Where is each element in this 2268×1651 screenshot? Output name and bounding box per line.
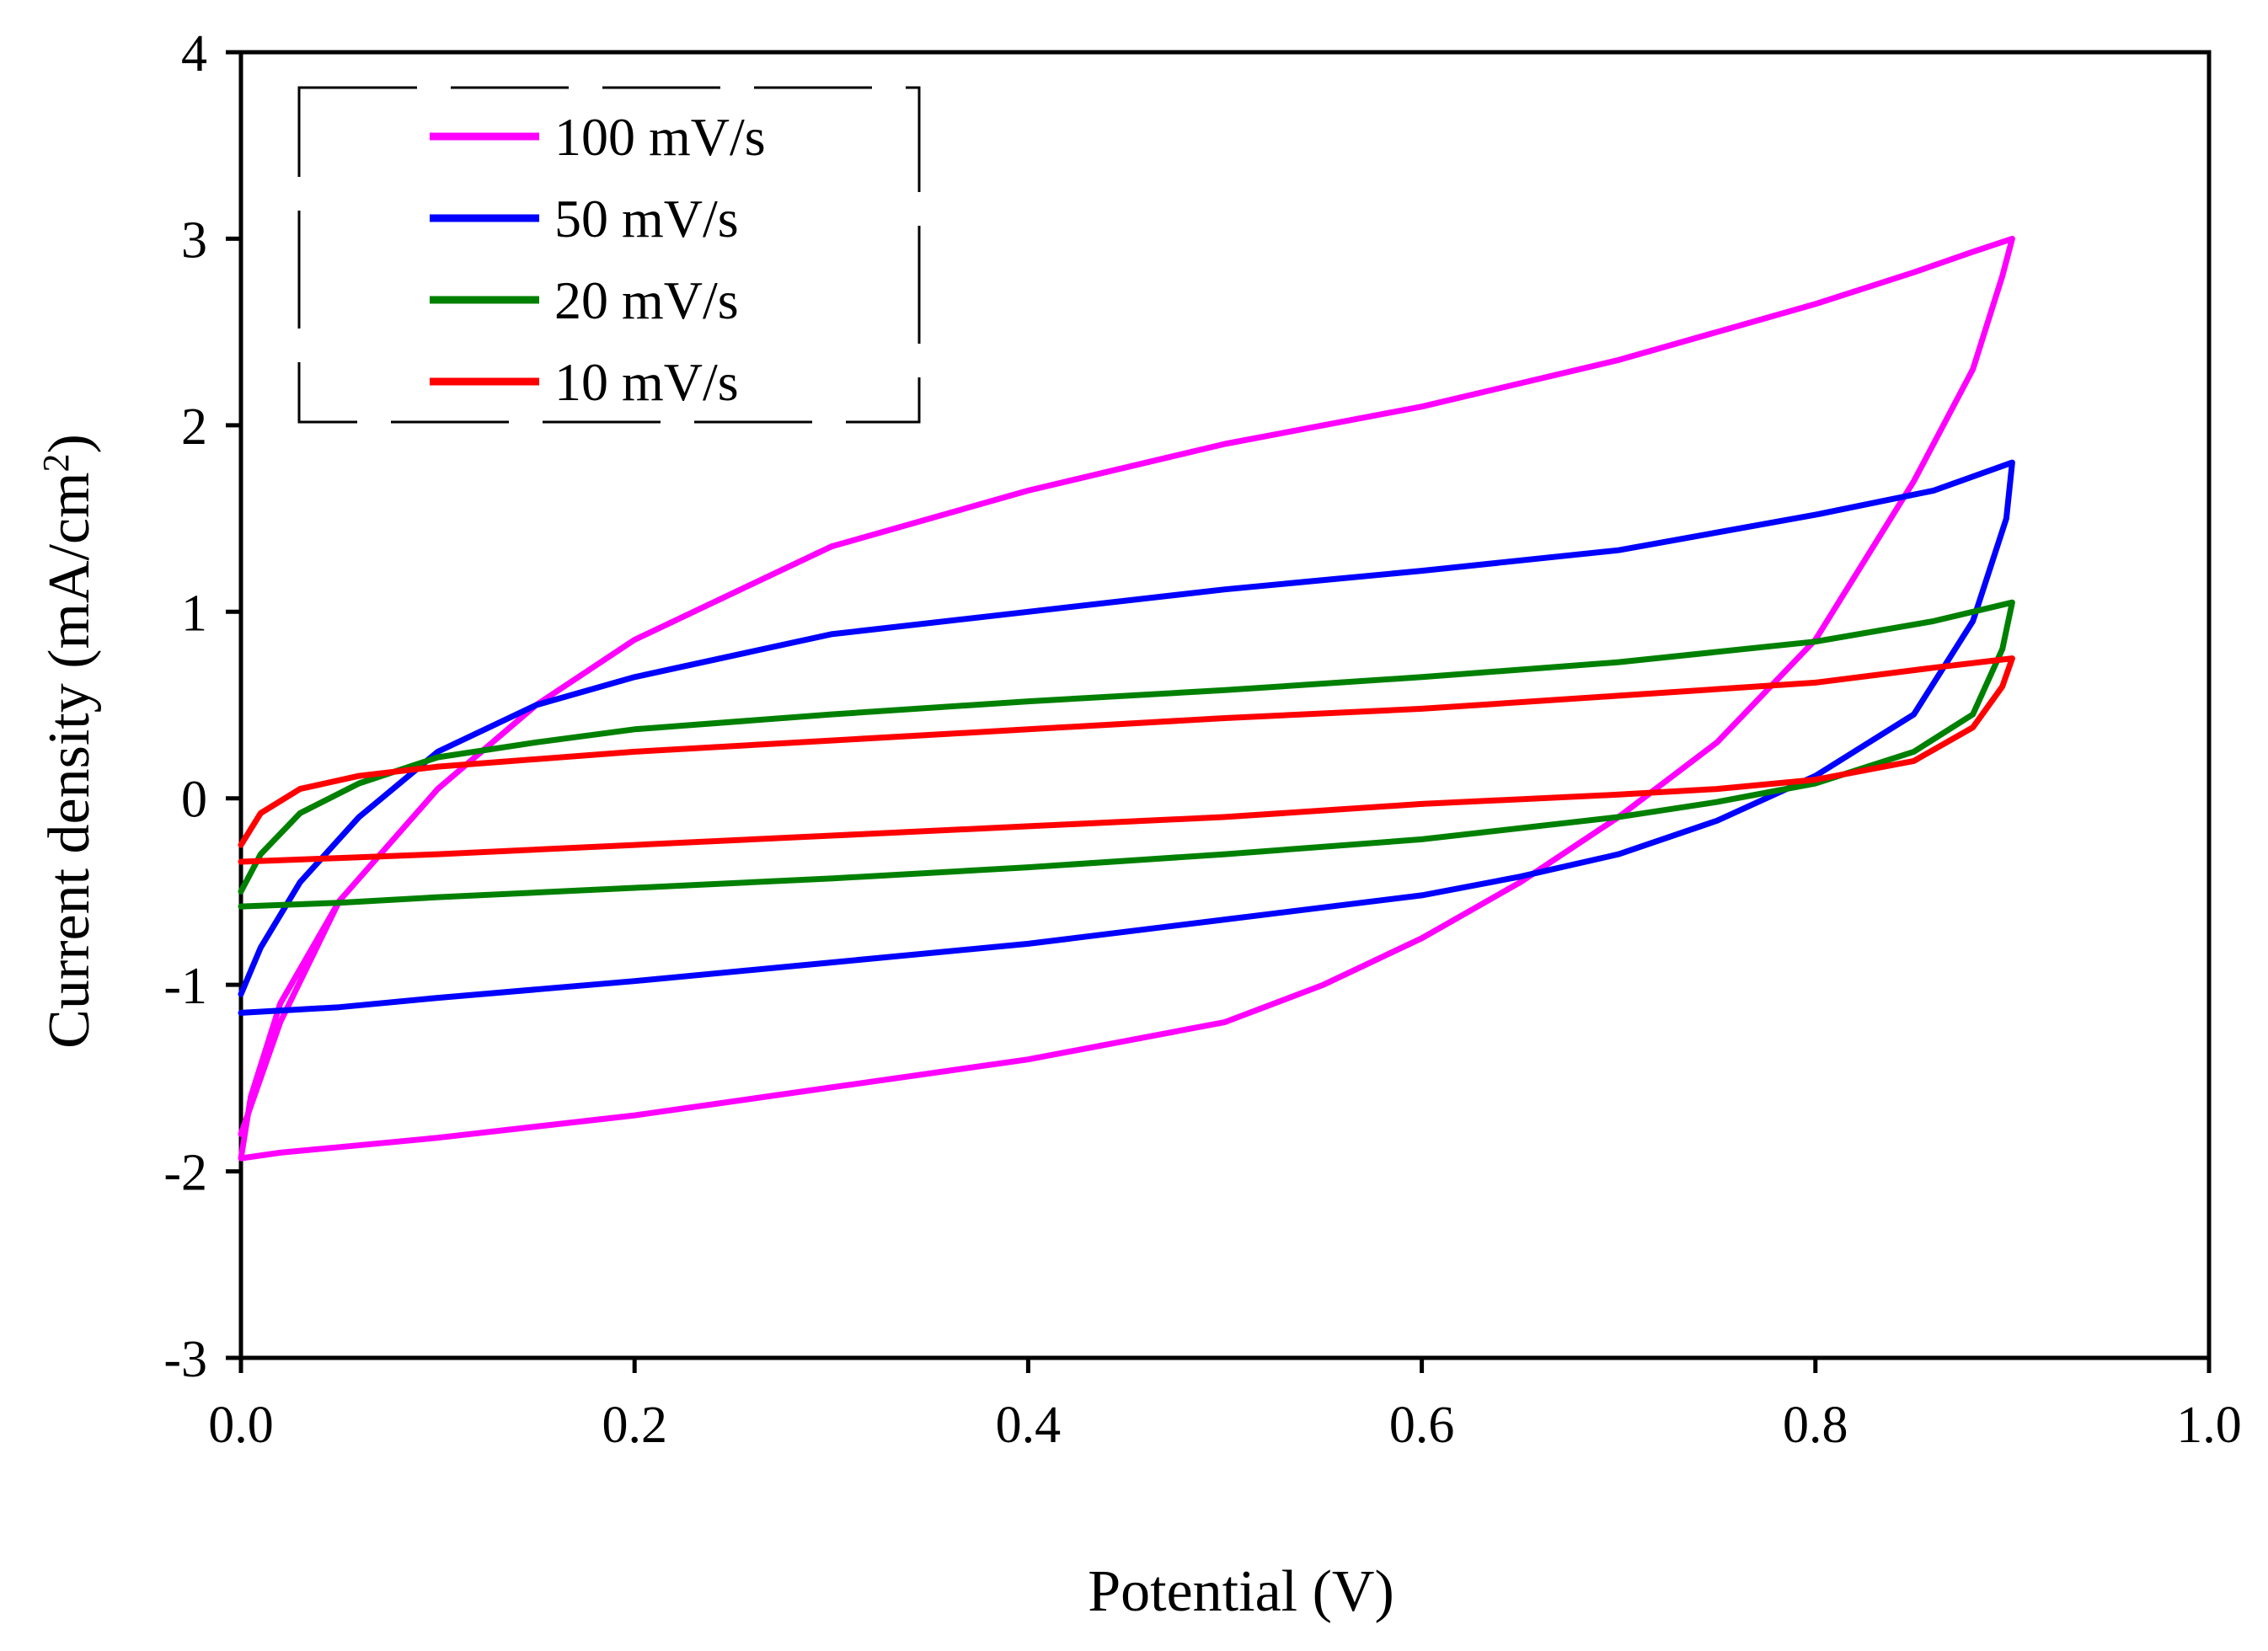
x-tick-label: 0.0 xyxy=(208,1397,274,1454)
legend-label: 10 mV/s xyxy=(554,352,739,412)
legend-label: 100 mV/s xyxy=(554,107,766,167)
y-tick-label: 2 xyxy=(181,398,207,456)
y-tick-label: 0 xyxy=(181,772,207,829)
y-tick-label: 1 xyxy=(181,585,207,642)
y-axis-title-superscript: 2 xyxy=(35,454,77,473)
x-tick-label: 0.6 xyxy=(1389,1397,1455,1454)
y-axis-title-group: Current density (mA/cm2) xyxy=(35,434,103,1049)
x-axis-ticks: 0.0 0.2 0.4 0.6 0.8 1.0 xyxy=(208,1358,2242,1454)
y-axis-title: Current density (mA/cm2) xyxy=(35,434,103,1049)
y-axis-title-suffix: ) xyxy=(37,434,102,453)
legend-label: 20 mV/s xyxy=(554,270,739,330)
x-tick-label: 1.0 xyxy=(2176,1397,2242,1454)
x-axis-title: Potential (V) xyxy=(1088,1559,1394,1624)
legend-box xyxy=(297,86,921,424)
y-tick-label: 4 xyxy=(181,25,207,83)
series-line-10-mv-s xyxy=(238,655,2015,865)
x-tick-label: 0.2 xyxy=(602,1397,667,1454)
y-tick-label: -2 xyxy=(163,1145,207,1202)
y-tick-label: 3 xyxy=(181,211,207,269)
plot-frame xyxy=(238,50,2212,1360)
series-line-50-mv-s xyxy=(238,459,2015,1016)
y-axis-title-main: Current density (mA/cm xyxy=(37,473,102,1049)
legend-label: 50 mV/s xyxy=(554,189,739,248)
series-line-100-mv-s xyxy=(238,235,2015,1162)
y-tick-label: -3 xyxy=(163,1331,207,1388)
legend: 100 mV/s 50 mV/s 20 mV/s 10 mV/s xyxy=(297,86,921,424)
x-tick-label: 0.4 xyxy=(996,1397,1062,1454)
series-group xyxy=(238,235,2015,1162)
series-line-20-mv-s xyxy=(238,599,2015,910)
x-tick-label: 0.8 xyxy=(1783,1397,1848,1454)
y-axis-ticks: 4 3 2 1 0 -1 -2 -3 xyxy=(163,25,241,1388)
y-tick-label: -1 xyxy=(163,958,207,1015)
